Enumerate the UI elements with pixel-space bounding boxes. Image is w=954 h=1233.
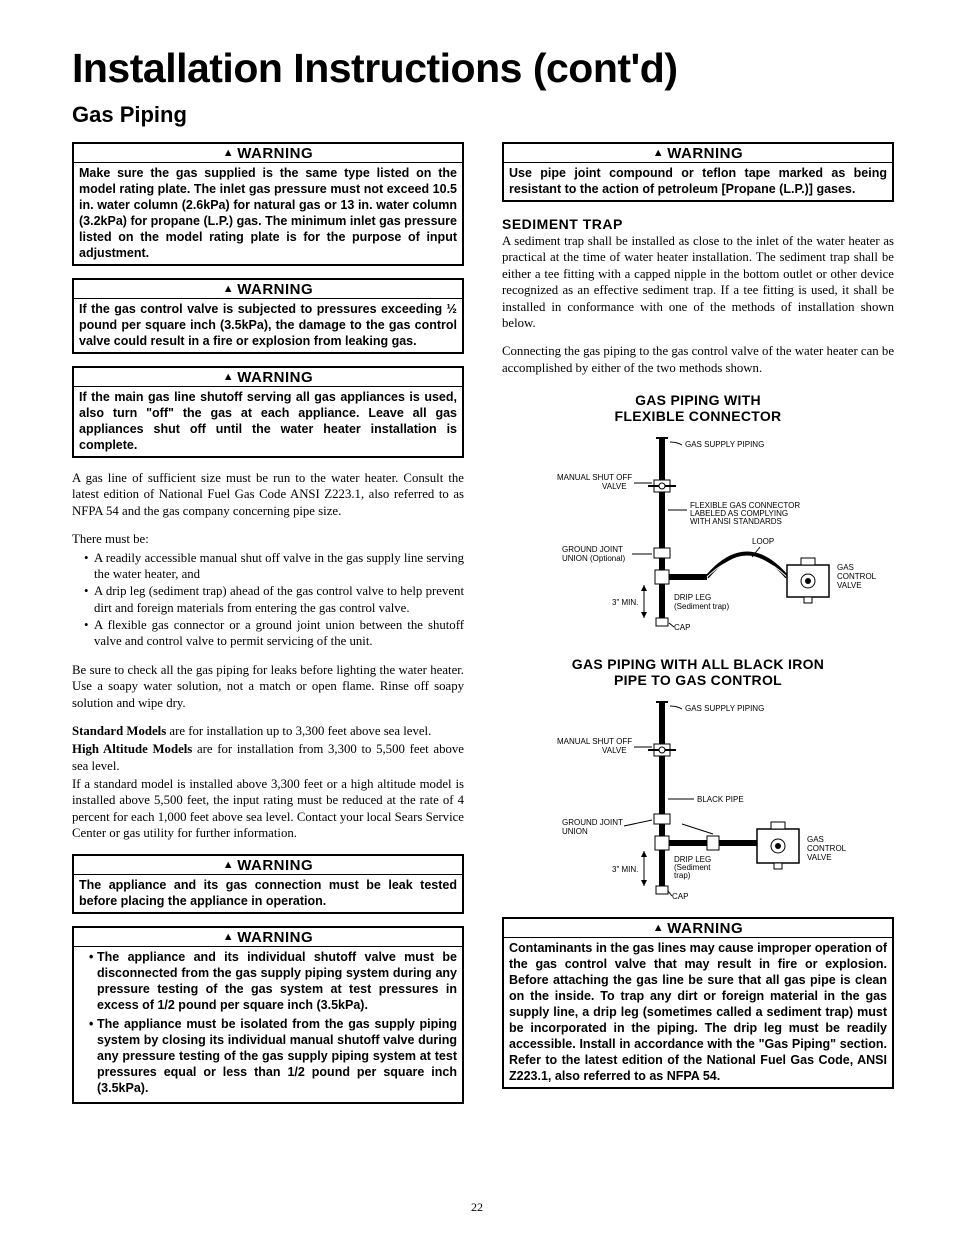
list-item: A drip leg (sediment trap) ahead of the … xyxy=(84,583,464,616)
paragraph: Connecting the gas piping to the gas con… xyxy=(502,343,894,376)
label: (Sediment trap) xyxy=(674,602,729,611)
warning-box-5: WARNING The appliance and its individual… xyxy=(72,926,464,1104)
label: GROUND JOINT xyxy=(562,545,623,554)
label: WITH ANSI STANDARDS xyxy=(690,517,782,526)
label: LOOP xyxy=(752,537,774,546)
label: CAP xyxy=(672,892,688,901)
label: VALVE xyxy=(837,581,862,590)
warning-label: WARNING xyxy=(74,928,462,947)
text-run: are for installation up to 3,300 feet ab… xyxy=(166,724,431,738)
title-line: PIPE TO GAS CONTROL xyxy=(614,672,782,688)
label: MANUAL SHUT OFF xyxy=(557,473,632,482)
warning-box-1: WARNING Make sure the gas supplied is th… xyxy=(72,142,464,266)
paragraph: Standard Models are for installation up … xyxy=(72,723,464,739)
label: VALVE xyxy=(807,853,832,862)
diagram-title-1: GAS PIPING WITH FLEXIBLE CONNECTOR xyxy=(502,392,894,424)
left-column: WARNING Make sure the gas supplied is th… xyxy=(72,142,464,1104)
warning-body: The appliance and its gas connection mus… xyxy=(74,875,462,912)
warning-body: The appliance and its individual shutoff… xyxy=(74,947,462,1102)
warning-body: Use pipe joint compound or teflon tape m… xyxy=(504,163,892,200)
paragraph-lead: There must be: xyxy=(72,531,464,547)
warning-label: WARNING xyxy=(504,144,892,163)
bold-run: High Altitude Models xyxy=(72,742,192,756)
paragraph: Be sure to check all the gas piping for … xyxy=(72,662,464,711)
label: GAS xyxy=(837,563,854,572)
warning-label: WARNING xyxy=(74,368,462,387)
label: UNION xyxy=(562,827,588,836)
list-item: The appliance and its individual shutoff… xyxy=(89,949,457,1013)
warning-label: WARNING xyxy=(74,856,462,875)
label: MANUAL SHUT OFF xyxy=(557,737,632,746)
page-number: 22 xyxy=(0,1200,954,1215)
label: BLACK PIPE xyxy=(697,795,744,804)
label: GROUND JOINT xyxy=(562,818,623,827)
warning-box-2: WARNING If the gas control valve is subj… xyxy=(72,278,464,354)
label: 3" MIN. xyxy=(612,598,638,607)
paragraph: A gas line of sufficient size must be ru… xyxy=(72,470,464,519)
warning-label: WARNING xyxy=(74,280,462,299)
warning-box-r2: WARNING Contaminants in the gas lines ma… xyxy=(502,917,894,1089)
main-title: Installation Instructions (cont'd) xyxy=(72,45,894,92)
title-line: FLEXIBLE CONNECTOR xyxy=(615,408,782,424)
right-column: WARNING Use pipe joint compound or teflo… xyxy=(502,142,894,1104)
label: trap) xyxy=(674,871,691,880)
warning-box-3: WARNING If the main gas line shutoff ser… xyxy=(72,366,464,458)
document-page: Installation Instructions (cont'd) Gas P… xyxy=(0,0,954,1233)
label: VALVE xyxy=(602,746,627,755)
label: GAS SUPPLY PIPING xyxy=(685,440,764,449)
label: GAS SUPPLY PIPING xyxy=(685,704,764,713)
diagram-flexible-connector: GAS SUPPLY PIPING MANUAL SHUT OFF VALVE … xyxy=(502,430,894,640)
paragraph: High Altitude Models are for installatio… xyxy=(72,741,464,774)
warning-label: WARNING xyxy=(74,144,462,163)
label: CONTROL xyxy=(837,572,877,581)
bold-run: Standard Models xyxy=(72,724,166,738)
warning-box-r1: WARNING Use pipe joint compound or teflo… xyxy=(502,142,894,202)
label: VALVE xyxy=(602,482,627,491)
subsection-heading: SEDIMENT TRAP xyxy=(502,216,894,232)
bullet-list: A readily accessible manual shut off val… xyxy=(72,550,464,650)
warning-body: If the main gas line shutoff serving all… xyxy=(74,387,462,456)
list-item: A flexible gas connector or a ground joi… xyxy=(84,617,464,650)
label: CAP xyxy=(674,623,690,632)
warning-label: WARNING xyxy=(504,919,892,938)
paragraph: If a standard model is installed above 3… xyxy=(72,776,464,842)
title-line: GAS PIPING WITH xyxy=(635,392,761,408)
two-column-layout: WARNING Make sure the gas supplied is th… xyxy=(72,142,894,1104)
label: DRIP LEG xyxy=(674,593,711,602)
paragraph: A sediment trap shall be installed as cl… xyxy=(502,233,894,331)
warning-body: Contaminants in the gas lines may cause … xyxy=(504,938,892,1087)
list-item: A readily accessible manual shut off val… xyxy=(84,550,464,583)
label: GAS xyxy=(807,835,824,844)
label: UNION (Optional) xyxy=(562,554,625,563)
diagram-title-2: GAS PIPING WITH ALL BLACK IRON PIPE TO G… xyxy=(502,656,894,688)
warning-body: Make sure the gas supplied is the same t… xyxy=(74,163,462,264)
label: 3" MIN. xyxy=(612,865,638,874)
section-title: Gas Piping xyxy=(72,102,894,128)
list-item: The appliance must be isolated from the … xyxy=(89,1016,457,1096)
title-line: GAS PIPING WITH ALL BLACK IRON xyxy=(572,656,824,672)
warning-box-4: WARNING The appliance and its gas connec… xyxy=(72,854,464,914)
label: CONTROL xyxy=(807,844,847,853)
diagram-black-iron: GAS SUPPLY PIPING MANUAL SHUT OFF VALVE … xyxy=(502,694,894,909)
warning-body: If the gas control valve is subjected to… xyxy=(74,299,462,352)
